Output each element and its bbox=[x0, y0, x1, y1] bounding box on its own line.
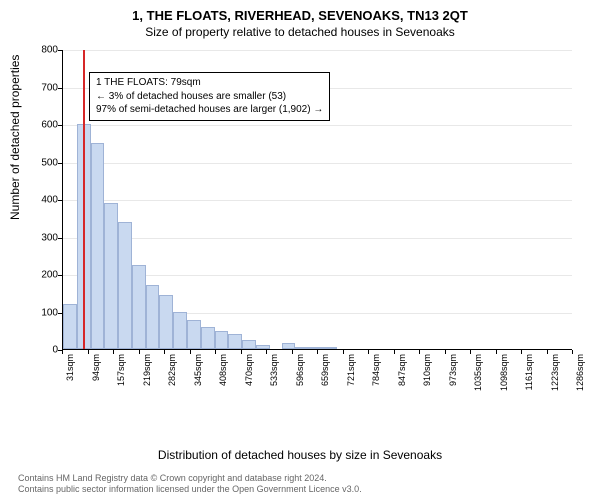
bar bbox=[215, 331, 229, 349]
bar bbox=[104, 203, 118, 349]
x-tick-label: 910sqm bbox=[422, 354, 432, 386]
x-tick-label: 721sqm bbox=[346, 354, 356, 386]
bar bbox=[242, 340, 256, 349]
x-tick-mark bbox=[164, 350, 165, 354]
x-tick-label: 784sqm bbox=[371, 354, 381, 386]
x-tick-label: 94sqm bbox=[91, 354, 101, 381]
x-tick-label: 533sqm bbox=[269, 354, 279, 386]
bar bbox=[132, 265, 146, 349]
annotation-line-3: 97% of semi-detached houses are larger (… bbox=[96, 103, 323, 117]
y-tick-label: 300 bbox=[26, 232, 58, 243]
x-tick-label: 847sqm bbox=[397, 354, 407, 386]
bar bbox=[295, 347, 309, 349]
chart-container: 1, THE FLOATS, RIVERHEAD, SEVENOAKS, TN1… bbox=[0, 0, 600, 500]
x-tick-mark bbox=[190, 350, 191, 354]
y-tick-label: 800 bbox=[26, 45, 58, 56]
x-tick-mark bbox=[445, 350, 446, 354]
y-tick-mark bbox=[58, 313, 62, 314]
bar bbox=[159, 295, 173, 349]
y-tick-label: 200 bbox=[26, 270, 58, 281]
chart-title: 1, THE FLOATS, RIVERHEAD, SEVENOAKS, TN1… bbox=[0, 0, 600, 23]
x-tick-label: 31sqm bbox=[65, 354, 75, 381]
x-axis-label: Distribution of detached houses by size … bbox=[0, 448, 600, 462]
x-tick-mark bbox=[547, 350, 548, 354]
x-tick-mark bbox=[572, 350, 573, 354]
y-tick-label: 700 bbox=[26, 82, 58, 93]
bar bbox=[146, 285, 160, 349]
plot-area: 1 THE FLOATS: 79sqm ← 3% of detached hou… bbox=[62, 50, 572, 350]
x-tick-mark bbox=[317, 350, 318, 354]
y-tick-mark bbox=[58, 88, 62, 89]
x-tick-mark bbox=[241, 350, 242, 354]
y-tick-label: 400 bbox=[26, 195, 58, 206]
x-tick-mark bbox=[62, 350, 63, 354]
annotation-line-2: ← 3% of detached houses are smaller (53) bbox=[96, 90, 323, 104]
y-tick-mark bbox=[58, 163, 62, 164]
bar bbox=[118, 222, 132, 350]
y-tick-mark bbox=[58, 275, 62, 276]
x-tick-mark bbox=[215, 350, 216, 354]
footer-line-2: Contains public sector information licen… bbox=[18, 484, 590, 496]
x-tick-mark bbox=[394, 350, 395, 354]
y-tick-label: 100 bbox=[26, 307, 58, 318]
annotation-box: 1 THE FLOATS: 79sqm ← 3% of detached hou… bbox=[89, 72, 330, 121]
y-tick-label: 0 bbox=[26, 345, 58, 356]
x-tick-label: 219sqm bbox=[142, 354, 152, 386]
x-tick-label: 596sqm bbox=[295, 354, 305, 386]
bar bbox=[256, 345, 270, 350]
chart-subtitle: Size of property relative to detached ho… bbox=[0, 23, 600, 43]
x-tick-mark bbox=[521, 350, 522, 354]
x-tick-label: 408sqm bbox=[218, 354, 228, 386]
x-tick-label: 973sqm bbox=[448, 354, 458, 386]
x-tick-label: 1286sqm bbox=[575, 354, 585, 391]
x-tick-mark bbox=[419, 350, 420, 354]
y-tick-mark bbox=[58, 50, 62, 51]
bar bbox=[309, 347, 323, 349]
x-tick-mark bbox=[292, 350, 293, 354]
bar bbox=[173, 312, 187, 350]
bar bbox=[187, 320, 201, 349]
x-tick-label: 470sqm bbox=[244, 354, 254, 386]
bar bbox=[323, 347, 337, 349]
annotation-line-1: 1 THE FLOATS: 79sqm bbox=[96, 76, 323, 90]
marker-line bbox=[83, 50, 85, 349]
bar bbox=[201, 327, 215, 350]
y-tick-label: 500 bbox=[26, 157, 58, 168]
x-tick-mark bbox=[343, 350, 344, 354]
x-tick-label: 1223sqm bbox=[550, 354, 560, 391]
chart-area: 1 THE FLOATS: 79sqm ← 3% of detached hou… bbox=[62, 50, 572, 390]
x-tick-label: 659sqm bbox=[320, 354, 330, 386]
y-tick-mark bbox=[58, 200, 62, 201]
y-axis-label: Number of detached properties bbox=[8, 55, 22, 220]
x-tick-label: 1035sqm bbox=[473, 354, 483, 391]
x-tick-label: 282sqm bbox=[167, 354, 177, 386]
x-tick-mark bbox=[139, 350, 140, 354]
bar bbox=[91, 143, 105, 349]
x-tick-label: 1161sqm bbox=[524, 354, 534, 390]
bar bbox=[63, 304, 77, 349]
y-tick-mark bbox=[58, 238, 62, 239]
bar bbox=[282, 343, 296, 349]
footer: Contains HM Land Registry data © Crown c… bbox=[18, 473, 590, 496]
y-tick-mark bbox=[58, 125, 62, 126]
x-tick-mark bbox=[470, 350, 471, 354]
x-tick-label: 345sqm bbox=[193, 354, 203, 386]
footer-line-1: Contains HM Land Registry data © Crown c… bbox=[18, 473, 590, 485]
x-ticks: 31sqm 94sqm 157sqm 219sqm 282sqm 345sqm 408sqm… bbox=[62, 350, 572, 390]
x-tick-label: 1098sqm bbox=[499, 354, 509, 391]
x-tick-mark bbox=[368, 350, 369, 354]
x-tick-label: 157sqm bbox=[116, 354, 126, 386]
bar bbox=[228, 334, 242, 349]
y-tick-label: 600 bbox=[26, 120, 58, 131]
x-tick-mark bbox=[113, 350, 114, 354]
x-tick-mark bbox=[266, 350, 267, 354]
x-tick-mark bbox=[88, 350, 89, 354]
x-tick-mark bbox=[496, 350, 497, 354]
